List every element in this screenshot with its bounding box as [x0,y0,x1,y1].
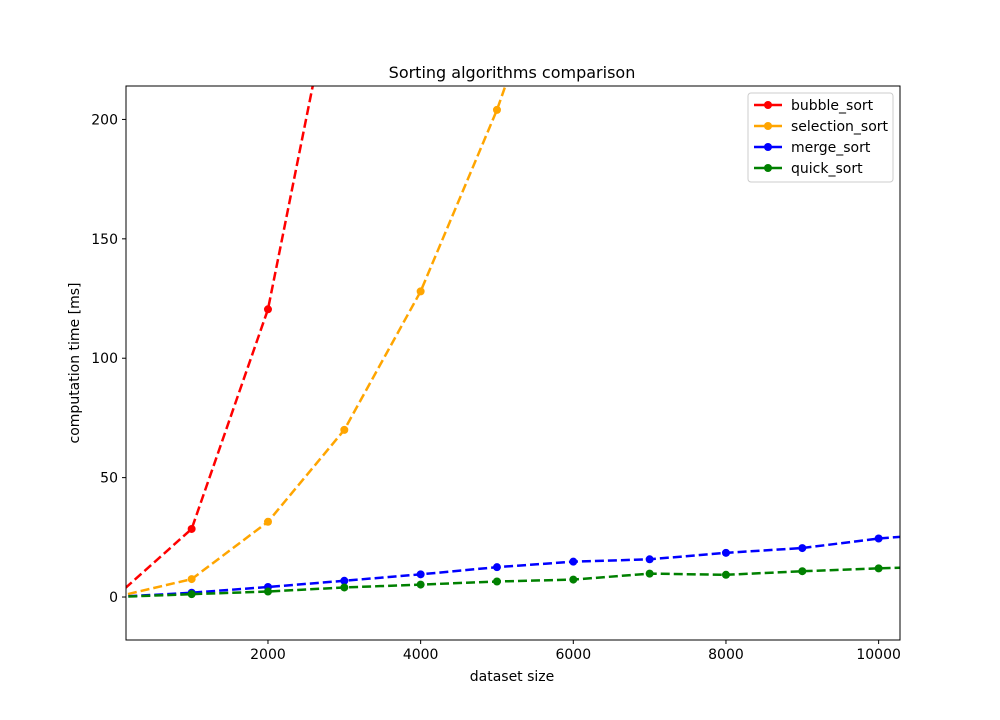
x-tick-label: 4000 [403,647,439,663]
legend-label: quick_sort [791,161,863,177]
legend-label: bubble_sort [791,98,874,114]
data-point [492,577,501,586]
y-tick-label: 0 [109,590,118,606]
y-tick-label: 200 [91,112,118,128]
data-point [951,529,959,537]
plot-frame [125,85,901,641]
data-point [340,576,349,585]
data-point [492,563,501,572]
chart-title: Sorting algorithms comparison [389,63,636,82]
data-point [798,567,807,576]
data-point [187,590,196,599]
data-point [263,305,272,314]
legend-box [747,92,894,183]
data-point [187,524,196,533]
x-axis: 2000 4000 6000 8000 10000 [250,640,901,663]
series-line-bubble-sort [126,86,315,590]
data-point [492,105,501,114]
legend-marker [764,164,772,172]
data-point [721,570,730,579]
x-tick-label: 6000 [555,647,591,663]
data-point [416,580,425,589]
data-point [798,544,807,553]
data-point [874,564,883,573]
y-tick-label: 100 [91,351,118,367]
series-line-quick-sort [126,566,900,598]
data-point [874,534,883,543]
y-tick-label: 150 [91,232,118,248]
data-point [569,575,578,584]
series-line-merge-sort [126,535,900,598]
x-tick-label: 10000 [856,647,901,663]
legend-marker [764,143,772,151]
data-point [340,583,349,592]
legend-label: selection_sort [791,119,889,135]
data-point [416,570,425,579]
data-point [416,287,425,296]
legend: bubble_sort selection_sort merge_sortquick… [747,92,894,183]
data-point [340,425,349,434]
series-line-selection-sort [126,86,507,596]
y-axis: 0 50 100 150 200 [91,112,126,606]
data-point [721,548,730,557]
x-tick-label: 2000 [250,647,286,663]
legend-label: merge_sort [791,140,871,156]
data-point [263,517,272,526]
y-tick-label: 50 [100,471,118,487]
x-tick-label: 8000 [708,647,744,663]
data-point [263,587,272,596]
series-layer [126,86,959,599]
data-point [645,555,654,564]
data-point [951,562,959,570]
data-point [645,569,654,578]
x-axis-label: dataset size [470,669,555,685]
data-point [187,575,196,584]
data-point [569,557,578,566]
legend-marker [764,122,772,130]
y-axis-label: computation time [ms] [67,283,83,444]
legend-marker [764,101,772,109]
